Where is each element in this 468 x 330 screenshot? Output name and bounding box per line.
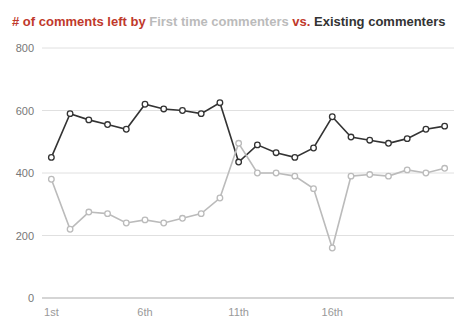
plot-area [49, 100, 448, 251]
point [180, 216, 186, 222]
point [292, 173, 298, 179]
point [442, 166, 448, 172]
x-axis-line [42, 298, 454, 299]
point [311, 186, 317, 192]
point [348, 173, 354, 179]
point [123, 126, 129, 132]
y-tick-label: 800 [16, 42, 34, 54]
point [123, 220, 129, 226]
chart: # of comments left by First time comment… [0, 0, 468, 330]
point [180, 108, 186, 114]
point [67, 226, 73, 232]
point [367, 172, 373, 178]
point [404, 136, 410, 142]
point [255, 142, 261, 148]
title-part: # of comments left by [12, 14, 149, 29]
point [49, 155, 55, 161]
point [329, 114, 335, 120]
point [142, 101, 148, 107]
line [51, 143, 444, 248]
point [236, 159, 242, 165]
point [86, 117, 92, 123]
point [292, 155, 298, 161]
point [86, 209, 92, 215]
point [105, 211, 111, 217]
point [255, 170, 261, 176]
y-tick-label: 0 [28, 292, 34, 304]
x-tick-label: 6th [137, 306, 152, 318]
title-part: vs. [289, 14, 314, 29]
point [423, 170, 429, 176]
point [404, 167, 410, 173]
series [49, 141, 448, 251]
y-tick-label: 600 [16, 105, 34, 117]
title: # of comments left by First time comment… [12, 14, 445, 29]
point [367, 137, 373, 143]
point [386, 173, 392, 179]
series [49, 100, 448, 165]
point [329, 245, 335, 251]
point [442, 123, 448, 129]
grid [42, 48, 454, 298]
title-series-name: First time commenters [149, 14, 288, 29]
grid-line [42, 48, 454, 49]
grid-line [42, 173, 454, 174]
y-tick-label: 400 [16, 167, 34, 179]
x-tick-label: 11th [228, 306, 249, 318]
point [142, 217, 148, 223]
x-tick-label: 16th [322, 306, 343, 318]
title-series-name: Existing commenters [314, 14, 446, 29]
line [51, 103, 444, 162]
point [217, 100, 223, 106]
y-tick-label: 200 [16, 230, 34, 242]
point [105, 122, 111, 128]
point [49, 176, 55, 182]
x-tick-label: 1st [44, 306, 59, 318]
point [161, 106, 167, 112]
point [161, 220, 167, 226]
point [423, 126, 429, 132]
point [273, 170, 279, 176]
grid-line [42, 235, 454, 236]
point [386, 141, 392, 147]
grid-line [42, 110, 454, 111]
point [273, 150, 279, 156]
point [67, 111, 73, 117]
point [198, 111, 204, 117]
point [217, 195, 223, 201]
chart-container: # of comments left by First time comment… [0, 0, 468, 330]
point [236, 141, 242, 147]
grid-line [42, 298, 454, 299]
point [311, 145, 317, 151]
point [198, 211, 204, 217]
point [348, 134, 354, 140]
